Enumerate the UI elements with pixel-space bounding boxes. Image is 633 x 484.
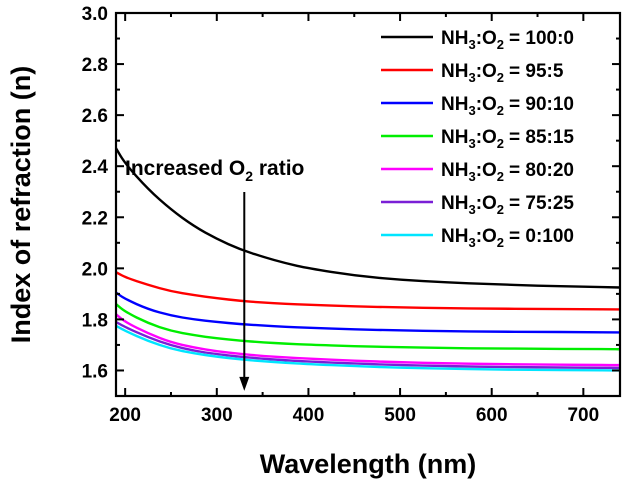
series-line-1 [116, 271, 620, 311]
series-line-3 [116, 303, 620, 351]
annotation: Increased O2 ratio [125, 157, 304, 391]
y-tick-label: 3.0 [82, 4, 108, 25]
legend-label: NH3:O2 = 0:100 [441, 226, 574, 250]
x-tick-label: 300 [201, 405, 233, 426]
y-tick-label: 2.6 [82, 106, 108, 127]
series-line-6 [116, 324, 620, 372]
y-axis-label: Index of refraction (n) [6, 66, 36, 344]
annotation-arrow-head [239, 376, 250, 391]
series-line-2 [116, 291, 620, 334]
plot-frame [114, 11, 622, 398]
series-line-4 [116, 313, 620, 367]
legend-label: NH3:O2 = 80:20 [441, 160, 574, 184]
series-line-5 [116, 320, 620, 370]
legend-label: NH3:O2 = 95:5 [441, 61, 564, 85]
series-lines [116, 147, 620, 372]
x-tick-label: 200 [109, 405, 141, 426]
x-axis-label: Wavelength (nm) [260, 449, 477, 479]
y-tick-label: 1.8 [82, 310, 108, 331]
y-tick-label: 1.6 [82, 361, 108, 382]
legend-label: NH3:O2 = 100:0 [441, 28, 574, 52]
y-tick-label: 2.4 [82, 157, 109, 178]
legend: NH3:O2 = 100:0 NH3:O2 = 95:5 NH3:O2 = 90:10 NH… [381, 28, 574, 250]
legend-label: NH3:O2 = 85:15 [441, 127, 574, 151]
x-tick-label: 700 [567, 405, 599, 426]
x-tick-label: 600 [476, 405, 508, 426]
annotation-text: Increased O2 ratio [125, 157, 304, 184]
y-tick-label: 2.2 [82, 208, 108, 229]
x-tick-label: 500 [384, 405, 416, 426]
legend-label: NH3:O2 = 75:25 [441, 193, 574, 217]
legend-label: NH3:O2 = 90:10 [441, 94, 574, 118]
y-tick-label: 2.0 [82, 259, 108, 280]
y-tick-label: 2.8 [82, 55, 108, 76]
x-tick-label: 400 [293, 405, 325, 426]
axis-ticks: 200 300 400 500 600 700 1.6 1.8 2.0 2.2 2.4 2.6 2.8 3… [82, 4, 620, 426]
series-line-0 [116, 147, 620, 289]
